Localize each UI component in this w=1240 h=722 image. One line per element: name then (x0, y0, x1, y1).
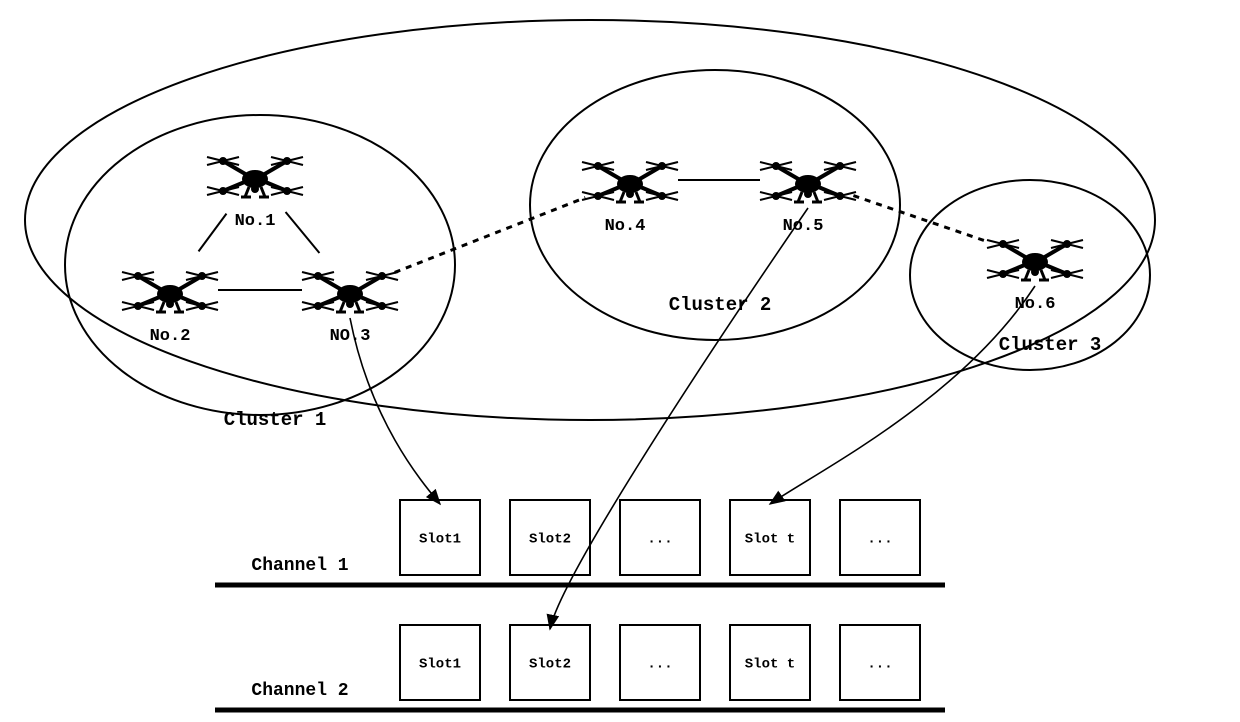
cluster-label: Cluster 1 (224, 409, 327, 431)
cluster-label: Cluster 2 (669, 294, 772, 316)
drone-icon (122, 272, 218, 312)
link-d1-d3 (286, 212, 320, 253)
drone-d6: No.6 (987, 240, 1083, 314)
slot-label: Slot2 (529, 532, 571, 548)
drone-icon (302, 272, 398, 312)
link-d3-d4 (395, 198, 586, 273)
slot-label: ... (647, 657, 672, 673)
cluster1-ellipse (65, 115, 455, 415)
drone-label: No.4 (605, 217, 646, 236)
slot-label: Slot t (745, 532, 795, 548)
drone-label: No.1 (235, 212, 276, 231)
drone-d5: No.5 (760, 162, 856, 236)
drone-d3: NO.3 (302, 272, 398, 346)
channel-label: Channel 1 (251, 556, 348, 576)
slot-label: ... (867, 657, 892, 673)
link-d1-d2 (199, 214, 227, 252)
outer-ellipse (25, 20, 1155, 420)
slot-label: Slot t (745, 657, 795, 673)
drone-icon (207, 157, 303, 197)
drone-label: No.5 (783, 217, 824, 236)
slot-label: Slot1 (419, 532, 461, 548)
drone-icon (582, 162, 678, 202)
drone-icon (987, 240, 1083, 280)
diagram-canvas: No.1 No.2 NO.3 No.4 No.5 No.6 Cluster 1 Cluste… (0, 0, 1240, 722)
slot-label: Slot2 (529, 657, 571, 673)
assignment-arrow (770, 286, 1035, 504)
cluster-label: Cluster 3 (999, 334, 1102, 356)
drone-label: No.6 (1015, 295, 1056, 314)
channel-label: Channel 2 (251, 681, 348, 701)
drone-label: No.2 (150, 327, 191, 346)
drone-label: NO.3 (330, 327, 371, 346)
drone-icon (760, 162, 856, 202)
slot-label: ... (867, 532, 892, 548)
slot-label: Slot1 (419, 657, 461, 673)
drone-d4: No.4 (582, 162, 678, 236)
drone-d2: No.2 (122, 272, 218, 346)
slot-label: ... (647, 532, 672, 548)
